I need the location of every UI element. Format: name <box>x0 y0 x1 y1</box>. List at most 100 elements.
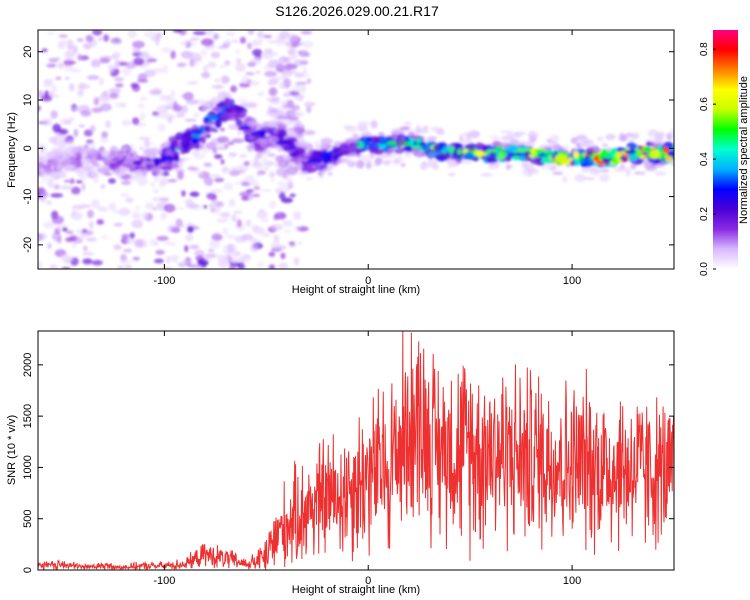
heatmap-cell <box>38 90 44 98</box>
heatmap-cell <box>264 70 278 77</box>
heatmap-cell <box>357 120 371 127</box>
heatmap-cell <box>283 229 291 234</box>
heatmap-cell <box>443 146 449 150</box>
heatmap-cell <box>78 124 85 128</box>
heatmap-cell <box>268 264 276 269</box>
heatmap-cell <box>223 97 230 105</box>
heatmap-cell <box>589 167 601 175</box>
heatmap-cell <box>121 66 132 76</box>
colorbar-ticks: 0.0 0.2 0.4 0.6 0.8 <box>699 42 716 276</box>
heatmap-cell <box>159 94 166 102</box>
heatmap-cell <box>73 145 78 152</box>
heatmap-cell <box>351 133 360 140</box>
heatmap-cell <box>38 169 42 177</box>
heatmap-cell <box>287 178 293 185</box>
heatmap-cell <box>282 92 293 98</box>
heatmap-cell <box>618 132 626 141</box>
heatmap-cell <box>275 115 287 120</box>
heatmap-cell <box>139 51 149 58</box>
heatmap-cell <box>65 49 75 58</box>
heatmap-cell <box>97 206 109 213</box>
heatmap-cell <box>374 157 383 165</box>
heatmap-cell <box>125 197 134 203</box>
heatmap-cell <box>138 146 145 150</box>
heatmap-cell <box>564 159 570 165</box>
heatmap-cell <box>120 259 133 264</box>
heatmap-cell <box>211 174 221 178</box>
heatmap-cell <box>562 145 570 151</box>
heatmap-cell <box>108 64 115 73</box>
heatmap-cell <box>221 166 230 174</box>
heatmap-cell <box>103 34 110 42</box>
heatmap-cell <box>256 173 261 177</box>
heatmap-cell <box>345 125 358 133</box>
heatmap-cell <box>73 168 87 175</box>
heatmap-cell <box>46 155 55 160</box>
heatmap-cell <box>386 140 399 146</box>
heatmap-cell <box>70 186 81 195</box>
heatmap-cell <box>268 251 276 257</box>
y-tick-label: -20 <box>22 237 34 253</box>
heatmap-cell <box>192 139 199 145</box>
heatmap-cell <box>573 150 579 159</box>
heatmap-cell <box>132 256 140 261</box>
heatmap-cell <box>502 135 512 141</box>
heatmap-cell <box>261 232 270 238</box>
heatmap-cell <box>170 140 178 148</box>
heatmap-cell <box>368 146 379 151</box>
colorbar: 0.0 0.2 0.4 0.6 0.8 Normalized spectral ampl… <box>699 30 750 276</box>
heatmap-cell <box>236 97 248 105</box>
heatmap-cell <box>247 42 252 50</box>
heatmap-cell <box>101 234 108 240</box>
heatmap-cell <box>295 82 301 87</box>
heatmap-cell <box>269 171 275 178</box>
heatmap-cell <box>649 149 661 159</box>
heatmap-cell <box>252 157 260 167</box>
heatmap-cell <box>369 136 380 144</box>
heatmap-cell <box>252 48 263 57</box>
heatmap-cell <box>217 212 223 217</box>
heatmap-cell <box>504 155 512 160</box>
heatmap-cell <box>228 264 237 269</box>
heatmap-cell <box>114 77 124 82</box>
heatmap-cell <box>287 33 299 43</box>
heatmap-cell <box>151 196 162 202</box>
heatmap-cell <box>165 255 171 264</box>
heatmap-cell <box>416 128 429 134</box>
heatmap-cell <box>523 151 532 156</box>
heatmap-cell <box>252 57 262 65</box>
heatmap-cell <box>125 62 137 69</box>
heatmap-cell <box>189 37 200 41</box>
heatmap-cell <box>58 128 69 135</box>
heatmap-cell <box>204 256 213 260</box>
heatmap-cell <box>489 135 501 141</box>
spectrogram-frame <box>37 29 675 270</box>
heatmap-cell <box>280 252 286 260</box>
heatmap-cell <box>505 163 511 171</box>
heatmap-cell <box>658 161 668 165</box>
heatmap-cell <box>109 162 115 168</box>
heatmap-cell <box>192 57 201 61</box>
heatmap-cell <box>38 142 42 147</box>
heatmap-cell <box>111 52 119 60</box>
heatmap-cell <box>323 159 334 163</box>
heatmap-cell <box>281 69 292 78</box>
heatmap-cell <box>170 227 178 233</box>
heatmap-cell <box>584 139 591 145</box>
heatmap-cell <box>144 139 151 148</box>
heatmap-cell <box>208 115 218 121</box>
heatmap-cell <box>283 138 295 145</box>
heatmap-cell <box>65 147 71 153</box>
heatmap-cell <box>173 157 181 163</box>
heatmap-cell <box>230 85 238 93</box>
heatmap-cell <box>109 150 117 156</box>
heatmap-cell <box>170 89 176 98</box>
heatmap-cell <box>308 155 314 162</box>
heatmap-cell <box>48 58 59 63</box>
heatmap-cell <box>204 162 213 167</box>
heatmap-cell <box>231 257 239 264</box>
heatmap-cell <box>94 163 100 168</box>
heatmap-cell <box>132 40 145 49</box>
heatmap-cell <box>155 36 160 46</box>
heatmap-cell <box>105 120 111 129</box>
